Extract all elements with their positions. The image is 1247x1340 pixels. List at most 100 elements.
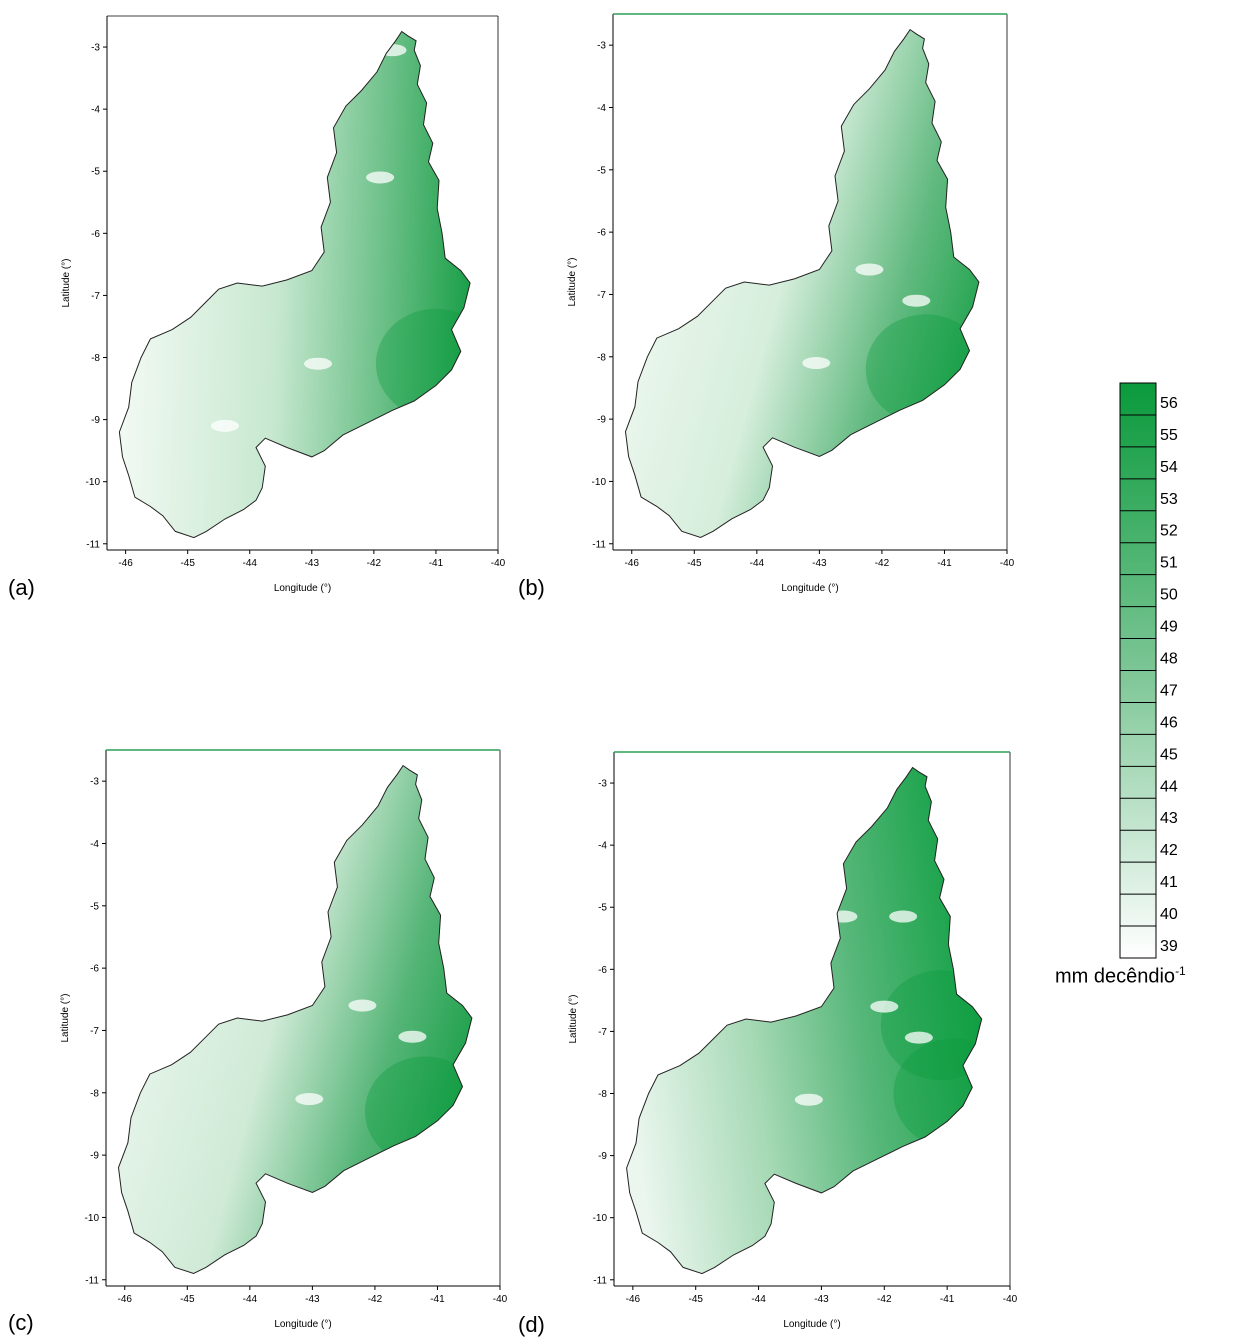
legend-level-label: 55 bbox=[1160, 427, 1178, 444]
plot-frame bbox=[613, 751, 1011, 1287]
x-tick-label: -42 bbox=[367, 558, 382, 569]
y-tick-label: -5 bbox=[597, 165, 606, 176]
x-tick-label: -46 bbox=[626, 1294, 641, 1305]
state-surface bbox=[626, 767, 982, 1274]
x-tick-label: -41 bbox=[937, 558, 952, 569]
y-tick-label: -3 bbox=[90, 777, 99, 788]
y-tick-label: -9 bbox=[90, 1151, 99, 1162]
y-tick-label: -8 bbox=[598, 1089, 607, 1100]
x-axis-label: Longitude (°) bbox=[274, 1319, 331, 1330]
legend-level-label: 42 bbox=[1160, 842, 1178, 859]
map-panel: -46 -45 -44 -43 -42 -41 -40 -3 -4 -5 -6 -7 -8 -9 -10 -1… bbox=[8, 749, 508, 1335]
legend-level-label: 52 bbox=[1160, 523, 1178, 540]
y-tick-label: -5 bbox=[91, 167, 100, 178]
y-tick-label: -6 bbox=[91, 229, 100, 240]
x-tick-label: -44 bbox=[243, 558, 258, 569]
state-surface bbox=[625, 29, 979, 538]
plot-frame bbox=[612, 13, 1008, 551]
legend-level-label: 49 bbox=[1160, 619, 1178, 636]
x-tick-label: -43 bbox=[305, 1294, 320, 1305]
x-tick-label: -41 bbox=[940, 1294, 955, 1305]
y-tick-label: -8 bbox=[90, 1088, 99, 1099]
y-tick-label: -6 bbox=[90, 964, 99, 975]
panel-letter: (a) bbox=[8, 575, 35, 600]
y-tick-label: -9 bbox=[91, 415, 100, 426]
y-tick-label: -11 bbox=[593, 1275, 607, 1286]
x-axis-label: Longitude (°) bbox=[274, 583, 331, 594]
state-border bbox=[624, 28, 980, 539]
low-value-spot bbox=[870, 1000, 899, 1013]
x-tick-label: -43 bbox=[814, 1294, 829, 1305]
y-tick-label: -10 bbox=[86, 477, 101, 488]
low-value-spot bbox=[855, 263, 884, 276]
legend-level-label: 50 bbox=[1160, 587, 1178, 604]
y-axis-label: Latitude (°) bbox=[568, 994, 579, 1043]
low-value-spot bbox=[378, 44, 407, 57]
x-tick-label: -46 bbox=[118, 1294, 133, 1305]
high-value-core bbox=[880, 970, 982, 1081]
x-tick-label: -40 bbox=[1000, 558, 1015, 569]
low-value-spot bbox=[829, 910, 858, 923]
y-tick-label: -11 bbox=[85, 1275, 99, 1286]
legend-level-label: 39 bbox=[1160, 938, 1178, 955]
legend-unit: mm decêndio-1 bbox=[1055, 964, 1186, 989]
plot-frame bbox=[106, 15, 499, 551]
y-tick-label: -4 bbox=[597, 103, 606, 114]
low-value-spot bbox=[304, 357, 333, 370]
y-tick-label: -7 bbox=[90, 1026, 99, 1037]
legend-level-label: 48 bbox=[1160, 650, 1178, 667]
x-tick-label: -43 bbox=[305, 558, 320, 569]
high-value-core bbox=[364, 1056, 472, 1167]
y-tick-label: -11 bbox=[592, 539, 606, 550]
x-tick-label: -40 bbox=[491, 558, 506, 569]
y-tick-label: -7 bbox=[598, 1027, 607, 1038]
y-tick-label: -7 bbox=[597, 290, 606, 301]
x-tick-label: -46 bbox=[118, 558, 133, 569]
state-border bbox=[117, 764, 473, 1275]
x-tick-label: -44 bbox=[750, 558, 765, 569]
high-value-core bbox=[865, 314, 979, 425]
x-axis-label: Longitude (°) bbox=[783, 1319, 840, 1330]
x-tick-label: -45 bbox=[180, 1294, 195, 1305]
x-tick-label: -42 bbox=[368, 1294, 383, 1305]
map-panel: -46 -45 -44 -43 -42 -41 -40 -3 -4 -5 -6 -7 -8 -9 -10 -1… bbox=[8, 15, 506, 600]
y-tick-label: -10 bbox=[85, 1213, 100, 1224]
y-tick-label: -8 bbox=[91, 353, 100, 364]
y-tick-label: -6 bbox=[598, 965, 607, 976]
legend-level-label: 53 bbox=[1160, 491, 1178, 508]
plot-frame bbox=[105, 749, 501, 1287]
x-tick-label: -43 bbox=[812, 558, 827, 569]
legend-level-label: 43 bbox=[1160, 810, 1178, 827]
low-value-spot bbox=[794, 1093, 823, 1106]
legend-level-label: 40 bbox=[1160, 906, 1178, 923]
x-tick-label: -45 bbox=[688, 1294, 703, 1305]
y-tick-label: -10 bbox=[592, 477, 607, 488]
low-value-spot bbox=[902, 294, 931, 307]
y-tick-label: -4 bbox=[598, 841, 607, 852]
legend-level-label: 44 bbox=[1160, 778, 1178, 795]
panel-letter: (d) bbox=[518, 1312, 545, 1337]
x-tick-label: -46 bbox=[625, 558, 640, 569]
low-value-spot bbox=[366, 171, 395, 184]
y-tick-label: -11 bbox=[86, 539, 100, 550]
legend-level-label: 56 bbox=[1160, 395, 1178, 412]
y-tick-label: -6 bbox=[597, 228, 606, 239]
y-tick-label: -7 bbox=[91, 291, 100, 302]
x-tick-label: -44 bbox=[243, 1294, 258, 1305]
color-legend: 56 55 54 53 52 51 50 49 48 47 46 45 44 43 42 41 40 39 bbox=[1119, 382, 1178, 959]
y-tick-label: -5 bbox=[90, 901, 99, 912]
x-tick-label: -45 bbox=[180, 558, 195, 569]
legend-level-label: 47 bbox=[1160, 682, 1178, 699]
low-value-spot bbox=[802, 357, 831, 370]
y-tick-label: -3 bbox=[91, 43, 100, 54]
x-tick-label: -40 bbox=[493, 1294, 508, 1305]
y-tick-label: -5 bbox=[598, 903, 607, 914]
x-tick-label: -40 bbox=[1003, 1294, 1018, 1305]
legend-level-label: 54 bbox=[1160, 459, 1178, 476]
x-tick-label: -41 bbox=[430, 1294, 445, 1305]
low-value-spot bbox=[295, 1093, 324, 1106]
legend-unit-exponent: -1 bbox=[1175, 964, 1186, 978]
y-axis-label: Latitude (°) bbox=[567, 257, 578, 306]
x-tick-label: -42 bbox=[877, 1294, 892, 1305]
